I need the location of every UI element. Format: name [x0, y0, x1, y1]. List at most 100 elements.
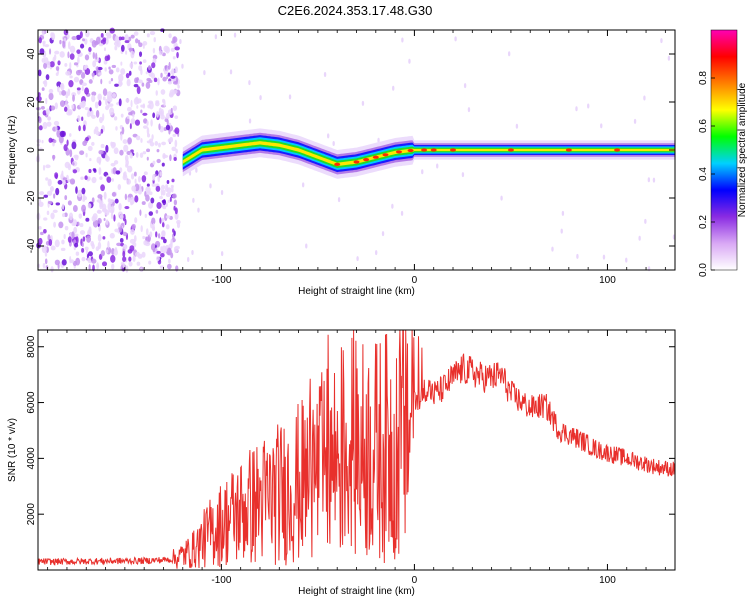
faint-speckle [652, 177, 656, 183]
faint-speckle [667, 55, 671, 61]
noise-speckle [67, 88, 71, 97]
faint-speckle [660, 38, 663, 44]
noise-speckle [156, 256, 160, 262]
noise-speckle [160, 188, 163, 197]
ridge-peak [363, 158, 370, 162]
noise-speckle [97, 209, 101, 214]
noise-speckle [48, 92, 54, 101]
faint-speckle [337, 197, 341, 203]
noise-speckle [176, 222, 181, 229]
noise-speckle [55, 72, 59, 76]
noise-speckle [133, 61, 138, 65]
noise-speckle [157, 233, 161, 239]
noise-speckle [125, 50, 128, 55]
noise-speckle [49, 185, 54, 192]
noise-speckle [42, 110, 47, 116]
noise-speckle [77, 189, 83, 198]
noise-speckle [38, 69, 42, 77]
noise-speckle [79, 150, 85, 156]
noise-speckle [161, 230, 166, 238]
noise-speckle [113, 249, 118, 256]
noise-speckle [100, 184, 105, 192]
faint-speckle [361, 100, 365, 106]
y-tick-label: 6000 [26, 391, 37, 414]
noise-speckle [141, 201, 146, 205]
noise-speckle [60, 247, 66, 252]
noise-speckle [82, 197, 86, 202]
noise-speckle [148, 211, 154, 216]
faint-speckle [214, 34, 218, 40]
noise-speckle [119, 237, 124, 243]
noise-speckle [122, 174, 128, 181]
noise-speckle [65, 99, 68, 108]
noise-speckle [47, 200, 53, 205]
noise-speckle [127, 137, 132, 145]
noise-speckle [172, 80, 178, 85]
noise-speckle [81, 82, 87, 87]
colorbar-gradient [710, 29, 738, 271]
noise-speckle [77, 56, 80, 65]
noise-speckle [43, 79, 48, 88]
noise-speckle [151, 182, 156, 187]
noise-speckle [130, 50, 135, 59]
noise-speckle [125, 159, 129, 166]
noise-speckle [39, 197, 42, 203]
noise-speckle [137, 98, 142, 104]
noise-speckle [76, 49, 81, 54]
noise-speckle [119, 214, 124, 220]
noise-speckle [81, 242, 84, 247]
noise-speckle [59, 83, 64, 89]
faint-speckle [326, 133, 330, 139]
noise-speckle [88, 46, 92, 53]
noise-speckle [130, 173, 135, 180]
faint-speckle [461, 172, 465, 178]
noise-speckle [88, 264, 91, 271]
noise-speckle [48, 88, 54, 94]
noise-speckle [79, 230, 86, 235]
noise-speckle [155, 209, 159, 214]
noise-speckle [160, 72, 163, 78]
noise-speckle [39, 48, 45, 55]
noise-speckle [88, 51, 92, 55]
noise-speckle [135, 251, 140, 257]
noise-speckle [155, 185, 161, 192]
noise-speckle [61, 239, 65, 245]
noise-speckle [55, 187, 60, 196]
noise-speckle [38, 237, 43, 245]
noise-speckle [155, 90, 158, 96]
noise-speckle [89, 107, 92, 112]
noise-speckle [49, 48, 52, 55]
noise-speckle [91, 243, 95, 250]
noise-speckle [94, 126, 99, 133]
ridge-peak [421, 148, 428, 152]
noise-speckle [89, 157, 92, 162]
noise-speckle [62, 177, 68, 181]
noise-speckle [104, 153, 109, 161]
noise-speckle [71, 104, 75, 110]
noise-speckle [92, 52, 96, 59]
faint-speckle [560, 228, 563, 234]
noise-speckle [81, 204, 87, 213]
noise-speckle [87, 251, 93, 257]
noise-speckle [47, 116, 52, 121]
noise-speckle [45, 164, 51, 169]
snr-y-axis-label: SNR (10 * v/v) [7, 418, 18, 482]
noise-speckle [152, 248, 156, 253]
noise-speckle [43, 194, 48, 198]
colorbar: 0.0 0.2 0.4 0.6 0.8 Normalized spectral ampl… [698, 29, 748, 277]
faint-speckle [551, 246, 554, 252]
noise-speckle [42, 262, 46, 269]
noise-speckle [55, 66, 60, 71]
noise-speckle [161, 162, 165, 167]
noise-speckle [56, 129, 61, 138]
noise-speckle [73, 154, 79, 159]
noise-speckle [167, 72, 171, 77]
noise-speckle [151, 62, 156, 69]
noise-speckle [102, 113, 105, 121]
noise-speckle [99, 176, 103, 180]
noise-speckle [67, 236, 72, 243]
noise-speckle [72, 204, 78, 213]
faint-speckle [454, 36, 457, 42]
noise-speckle [162, 199, 167, 206]
noise-speckle [43, 228, 47, 234]
